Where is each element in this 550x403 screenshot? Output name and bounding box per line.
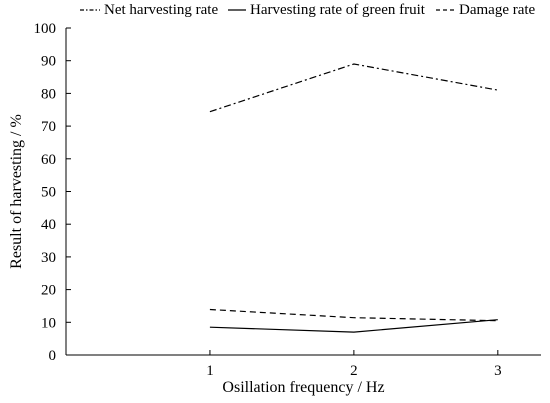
axes xyxy=(65,28,541,356)
series-line-damage-rate xyxy=(209,308,498,322)
legend-entry-label: Damage rate xyxy=(459,2,536,18)
y-tick-label: 70 xyxy=(41,119,56,135)
y-tick-label: 10 xyxy=(41,315,56,331)
y-tick-label: 90 xyxy=(41,54,56,70)
y-axis-label: Result of harvesting / % xyxy=(8,114,25,269)
legend-entry-label: Harvesting rate of green fruit xyxy=(250,2,426,18)
y-tick-label: 60 xyxy=(41,152,56,168)
y-tick-label: 40 xyxy=(41,217,56,233)
x-tick-label: 3 xyxy=(494,363,502,379)
series-line-harvesting-rate-of-green-fruit xyxy=(209,319,498,333)
y-tick-label: 80 xyxy=(41,86,56,102)
y-tick-label: 20 xyxy=(41,283,56,299)
y-tick-label: 0 xyxy=(49,348,57,364)
y-tick-label: 30 xyxy=(41,250,56,266)
series-line-net-harvesting-rate xyxy=(209,63,498,113)
series-lines xyxy=(209,63,498,333)
x-tick-label: 1 xyxy=(206,363,214,379)
y-tick-label: 50 xyxy=(41,185,56,201)
legend: Net harvesting rate Harvesting rate of gr… xyxy=(80,2,536,18)
x-tick-label: 2 xyxy=(350,363,358,379)
legend-entry-label: Net harvesting rate xyxy=(104,2,218,18)
ticks: 0 10 20 30 40 50 60 70 80 90 100 1 2 3 xyxy=(34,21,502,379)
x-axis-label: Osillation frequency / Hz xyxy=(222,379,384,396)
y-tick-label: 100 xyxy=(34,21,57,37)
